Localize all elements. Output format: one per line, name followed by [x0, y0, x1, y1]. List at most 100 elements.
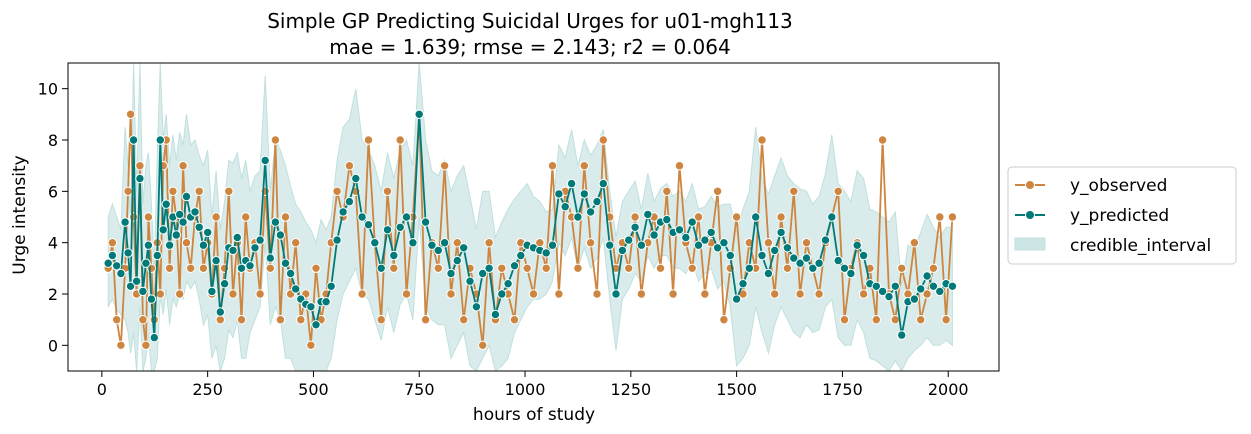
predicted-point: [232, 232, 243, 243]
predicted-point: [497, 289, 507, 299]
predicted-point: [215, 307, 226, 317]
predicted-point: [560, 202, 570, 212]
observed-point: [858, 289, 869, 299]
observed-point: [296, 315, 306, 325]
observed-point: [241, 212, 251, 222]
predicted-point: [509, 261, 520, 271]
predicted-point: [630, 222, 640, 233]
predicted-point: [725, 250, 735, 261]
legend-label-interval: credible_interval: [1070, 236, 1211, 256]
predicted-point: [116, 268, 126, 279]
predicted-point: [795, 258, 805, 268]
observed-point: [194, 186, 204, 197]
observed-point: [916, 315, 926, 325]
predicted-point: [592, 196, 602, 207]
observed-point: [255, 289, 265, 299]
predicted-point: [636, 240, 647, 250]
observed-point: [198, 263, 209, 273]
observed-point: [128, 212, 139, 222]
predicted-point: [585, 207, 596, 217]
predicted-point: [935, 286, 945, 297]
predicted-point: [573, 212, 583, 222]
observed-point: [789, 186, 799, 197]
observed-point: [211, 212, 221, 222]
predicted-point: [484, 263, 494, 273]
observed-point: [554, 289, 564, 299]
observed-point: [155, 289, 166, 299]
predicted-point: [344, 196, 355, 207]
predicted-point: [181, 191, 192, 202]
predicted-point: [541, 248, 551, 258]
observed-point: [224, 186, 234, 197]
predicted-point: [275, 230, 286, 240]
predicted-point: [138, 286, 148, 297]
observed-point: [344, 161, 355, 171]
predicted-point: [389, 250, 399, 261]
predicted-point: [782, 243, 793, 253]
predicted-point: [338, 207, 348, 217]
predicted-point: [833, 255, 843, 266]
y-tick-label: 2: [48, 285, 58, 304]
predicted-point: [547, 240, 558, 250]
predicted-point: [158, 225, 168, 235]
x-tick-label: 1250: [610, 380, 651, 399]
predicted-point: [112, 261, 122, 271]
predicted-point: [471, 302, 482, 312]
observed-point: [795, 289, 805, 299]
predicted-point: [203, 227, 213, 238]
predicted-point: [332, 235, 342, 245]
predicted-point: [617, 245, 628, 256]
observed-point: [186, 263, 196, 273]
observed-point: [306, 340, 316, 350]
predicted-point: [478, 268, 488, 279]
predicted-point: [152, 250, 163, 261]
predicted-point: [427, 240, 437, 250]
observed-point: [541, 263, 551, 273]
legend-interval-swatch: [1014, 237, 1046, 251]
observed-point: [814, 289, 824, 299]
predicted-point: [649, 230, 659, 240]
predicted-point: [143, 240, 154, 250]
observed-point: [693, 212, 704, 222]
observed-point: [135, 161, 145, 171]
y-tick-label: 8: [48, 131, 58, 150]
observed-point: [376, 315, 386, 325]
observed-point: [275, 315, 286, 325]
observed-point: [839, 315, 850, 325]
observed-point: [497, 263, 507, 273]
predicted-point: [579, 189, 589, 199]
predicted-point: [370, 238, 380, 248]
credible-interval-band: [107, 63, 953, 371]
observed-point: [592, 289, 602, 299]
predicted-point: [719, 238, 729, 248]
predicted-point: [211, 255, 221, 266]
observed-point: [395, 135, 405, 145]
x-tick-label: 0: [97, 380, 107, 399]
legend-observed-marker: [1025, 180, 1035, 190]
predicted-point: [433, 245, 443, 256]
observed-point: [782, 263, 793, 273]
predicted-point: [916, 284, 926, 294]
predicted-point: [103, 258, 113, 268]
observed-point: [731, 212, 742, 222]
observed-point: [175, 289, 185, 299]
predicted-point: [155, 135, 166, 145]
chart-subtitle: mae = 1.639; rmse = 2.143; r2 = 0.064: [329, 35, 730, 59]
predicted-point: [285, 268, 296, 279]
observed-point: [420, 315, 431, 325]
predicted-point: [693, 240, 704, 250]
y-tick-label: 10: [38, 80, 58, 99]
observed-point: [357, 289, 367, 299]
predicted-point: [245, 261, 255, 271]
x-tick-label: 750: [404, 380, 435, 399]
predicted-point: [947, 281, 958, 291]
predicted-point: [751, 212, 761, 222]
predicted-point: [128, 135, 139, 145]
y-axis-ticks: 0 2 4 6 8 10: [38, 80, 68, 355]
observed-point: [897, 263, 907, 273]
predicted-point: [107, 250, 118, 261]
observed-point: [528, 289, 539, 299]
predicted-point: [827, 212, 837, 222]
observed-point: [770, 289, 780, 299]
observed-point: [947, 212, 958, 222]
